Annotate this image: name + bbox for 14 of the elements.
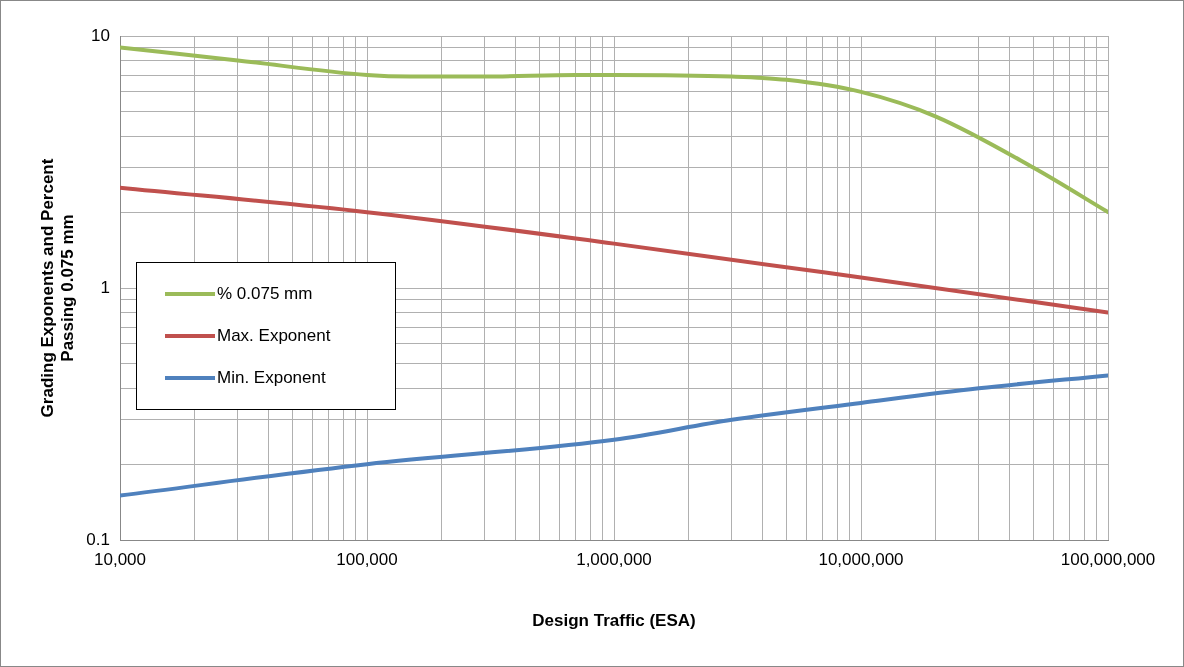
legend-label: Max. Exponent <box>217 326 331 346</box>
line-series <box>120 185 1108 315</box>
x-axis-title: Design Traffic (ESA) <box>532 611 696 631</box>
x-tick-label: 1,000,000 <box>576 549 652 569</box>
x-tick-label: 100,000,000 <box>1060 549 1156 569</box>
x-tick-label: 100,000 <box>336 549 398 569</box>
y-tick-label: 1 <box>100 277 110 297</box>
x-tick-label: 10,000,000 <box>818 549 904 569</box>
legend-label: % 0.075 mm <box>217 284 313 304</box>
y-axis-title: Grading Exponents and Percent Passing 0.075 mm <box>37 158 78 418</box>
y-tick-label: 10 <box>91 25 110 45</box>
x-tick-label: 10,000 <box>94 549 146 569</box>
legend-label: Min. Exponent <box>217 368 326 388</box>
y-tick-label: 0.1 <box>86 529 110 549</box>
